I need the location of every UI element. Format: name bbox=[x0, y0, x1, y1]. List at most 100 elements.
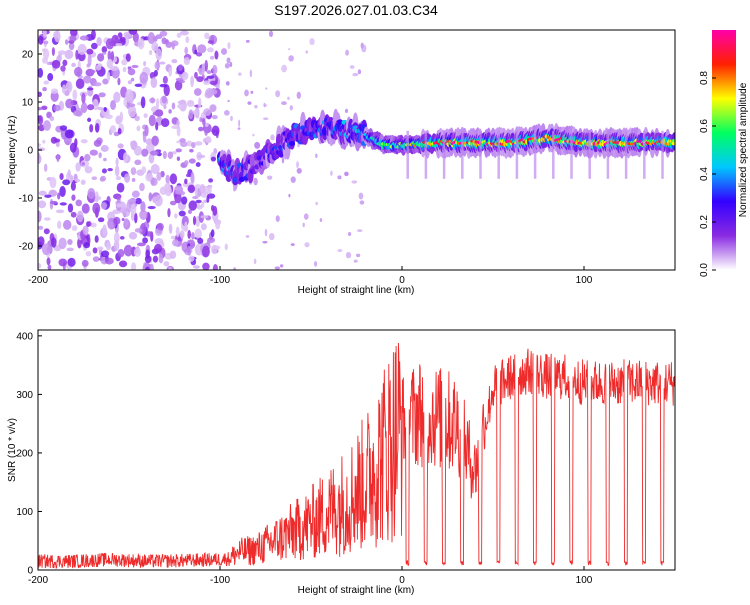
spectrogram-cell bbox=[69, 142, 77, 153]
spectrogram-cell bbox=[92, 202, 101, 215]
spectrogram-cell bbox=[123, 244, 133, 257]
spectrogram-cell bbox=[194, 228, 202, 239]
spectrogram-cell bbox=[176, 119, 180, 127]
spectrogram-cell bbox=[268, 30, 274, 38]
spectrogram-cell bbox=[38, 67, 44, 78]
spectrogram-cell bbox=[87, 221, 92, 227]
snr-plot-area bbox=[38, 330, 675, 570]
spectrogram-cell bbox=[184, 46, 189, 55]
spectrogram-cell bbox=[97, 53, 105, 62]
spectrogram-cell bbox=[155, 121, 159, 131]
spectrogram-cell bbox=[94, 235, 99, 243]
spectrogram-cell bbox=[67, 203, 74, 213]
spectrogram-cell bbox=[141, 148, 149, 157]
spectrogram-cell bbox=[109, 125, 117, 134]
spectrogram-cell bbox=[303, 213, 309, 220]
spectrogram-cell bbox=[207, 47, 214, 53]
spectrogram-cell bbox=[194, 186, 198, 199]
spectrogram-cell bbox=[224, 243, 228, 251]
spectrogram-cell bbox=[110, 51, 115, 62]
spectrogram-cell bbox=[184, 221, 188, 232]
spectrogram-cell bbox=[208, 178, 214, 183]
spectrogram-cell bbox=[49, 200, 58, 205]
spectrogram-cell bbox=[97, 217, 105, 223]
spectrogram-cell bbox=[54, 138, 61, 143]
spectrogram-cell bbox=[148, 192, 153, 202]
spectrogram-cell bbox=[351, 180, 358, 184]
spectrogram-cell bbox=[43, 228, 50, 235]
spectrogram-cell bbox=[245, 235, 250, 238]
spectrogram-cell bbox=[106, 71, 111, 82]
spectrogram-cell bbox=[183, 56, 191, 66]
spectrogram-cell bbox=[200, 215, 209, 219]
colorbar-tick-label: 0.0 bbox=[699, 263, 710, 277]
spectrogram-cell bbox=[185, 36, 190, 44]
spectrogram-cell bbox=[140, 96, 146, 109]
spectrogram-cell bbox=[290, 243, 295, 246]
spectrogram-cell bbox=[211, 115, 218, 120]
spectrogram-cell bbox=[288, 55, 294, 62]
spectrogram-cell bbox=[204, 32, 210, 40]
spectrogram-ytick-label: -20 bbox=[19, 242, 34, 253]
spectrogram-ytick-label: 0 bbox=[27, 146, 33, 157]
spectrogram-cell bbox=[149, 97, 156, 104]
spectrogram-cell bbox=[64, 39, 69, 45]
spectrogram-cell bbox=[319, 218, 323, 223]
spectrogram-cell bbox=[131, 64, 139, 69]
spectrogram-cell bbox=[153, 243, 163, 253]
spectrogram-cell bbox=[136, 125, 141, 132]
spectrogram-cell bbox=[107, 168, 113, 172]
spectrogram-cell bbox=[105, 114, 113, 120]
spectrogram-cell bbox=[249, 69, 253, 78]
snr-ytick-label: 0 bbox=[27, 566, 33, 577]
spectrogram-cell bbox=[188, 209, 192, 215]
spectrogram-cell bbox=[60, 65, 66, 72]
spectrogram-cell bbox=[134, 212, 138, 224]
spectrogram-cell bbox=[117, 77, 121, 86]
snr-ytick-label: 200 bbox=[16, 448, 33, 459]
spectrogram-cell bbox=[102, 224, 107, 237]
spectrogram-cell bbox=[238, 72, 242, 76]
spectrogram-cell bbox=[187, 184, 196, 194]
spectrogram-cell bbox=[110, 99, 116, 111]
spectrogram-cell bbox=[92, 247, 98, 254]
spectrogram-cell bbox=[200, 223, 207, 231]
snr-marks bbox=[37, 342, 676, 570]
spectrogram-cell bbox=[73, 66, 83, 77]
spectrogram-cell bbox=[38, 200, 47, 209]
spectrogram-cell bbox=[195, 162, 201, 168]
spectrogram-cell bbox=[296, 167, 302, 174]
spectrogram-streak bbox=[643, 130, 646, 179]
spectrogram-cell bbox=[233, 267, 236, 270]
spectrogram-cell bbox=[296, 161, 299, 169]
spectrogram-cell bbox=[165, 174, 170, 184]
spectrogram-cell bbox=[90, 30, 96, 40]
spectrogram-cell bbox=[44, 163, 48, 172]
spectrogram-cell bbox=[252, 133, 255, 137]
spectrogram-cell bbox=[87, 85, 94, 97]
spectrogram-cell bbox=[97, 246, 104, 251]
spectrogram-cell bbox=[38, 153, 42, 165]
spectrogram-cell bbox=[171, 102, 176, 110]
spectrogram-cell bbox=[356, 253, 361, 258]
spectrogram-cell bbox=[87, 117, 92, 123]
spectrogram-cell bbox=[130, 140, 135, 147]
spectrogram-cell bbox=[85, 250, 92, 257]
spectrogram-cell bbox=[100, 175, 106, 182]
spectrogram-cell bbox=[100, 144, 109, 152]
spectrogram-cell bbox=[287, 96, 290, 101]
spectrogram-cell bbox=[221, 48, 228, 55]
spectrogram-cell bbox=[212, 264, 218, 270]
spectrogram-cell bbox=[59, 173, 64, 181]
spectrogram-cell bbox=[198, 126, 204, 132]
spectrogram-cell bbox=[68, 42, 75, 51]
spectrogram-cell bbox=[289, 105, 293, 111]
spectrogram-cell bbox=[132, 32, 139, 43]
spectrogram-cell bbox=[50, 90, 59, 102]
spectrogram-cell bbox=[154, 61, 161, 70]
spectrogram-cell bbox=[189, 148, 194, 153]
spectrogram-cell bbox=[177, 100, 187, 105]
spectrogram-cell bbox=[671, 141, 675, 146]
spectrogram-cell bbox=[345, 49, 349, 56]
spectrogram-cell bbox=[174, 213, 178, 219]
